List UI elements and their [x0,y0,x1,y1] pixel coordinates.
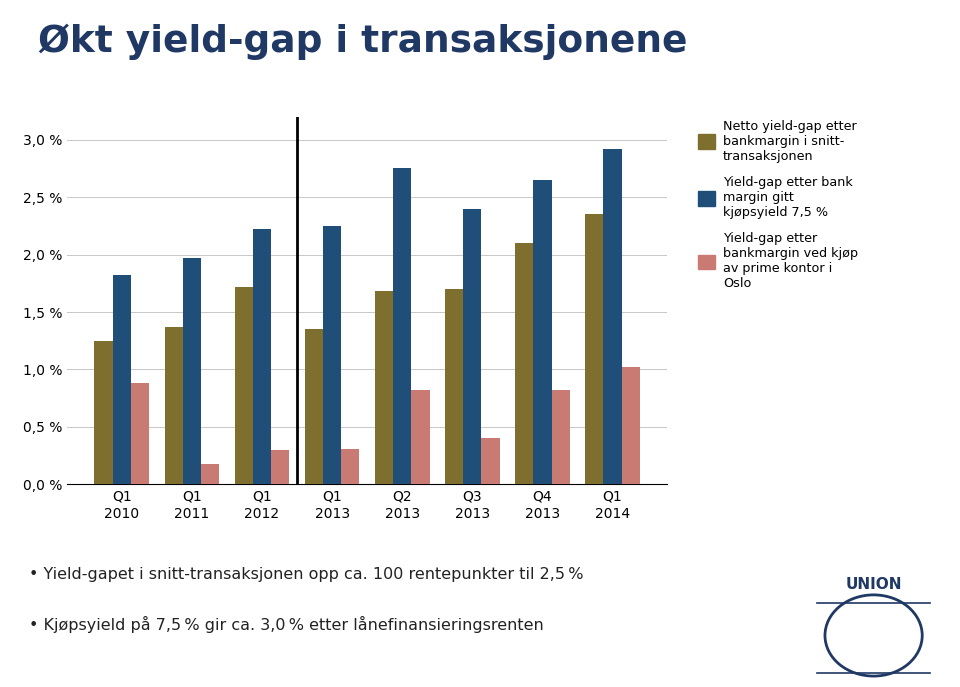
Bar [552,390,570,484]
Bar [622,367,640,484]
Bar [271,450,289,484]
Bar [534,180,552,484]
Legend: Netto yield-gap etter
bankmargin i snitt-
transaksjonen, Yield-gap etter bank
ma: Netto yield-gap etter bankmargin i snitt… [698,120,858,291]
Text: UNION: UNION [846,576,901,592]
Bar [394,168,412,484]
Bar [341,449,359,484]
Bar [516,243,534,484]
Bar [323,226,341,484]
Bar [234,286,252,484]
Bar [604,149,622,484]
Bar [305,329,323,484]
Bar [164,327,182,484]
Bar [252,229,271,484]
Bar [131,383,149,484]
Bar [464,209,482,484]
Bar [375,291,394,484]
Bar [112,275,131,484]
Bar [182,258,201,484]
Text: • Yield-gapet i snitt-transaksjonen opp ca. 100 rentepunkter til 2,5 %: • Yield-gapet i snitt-transaksjonen opp … [29,567,584,582]
Bar [94,341,112,484]
Bar [445,289,464,484]
Bar [586,214,604,484]
Text: Økt yield-gap i transaksjonene: Økt yield-gap i transaksjonene [38,24,688,60]
Bar [201,464,219,484]
Bar [482,438,500,484]
Text: • Kjøpsyield på 7,5 % gir ca. 3,0 % etter lånefinansieringsrenten: • Kjøpsyield på 7,5 % gir ca. 3,0 % ette… [29,616,543,633]
Text: Lavere lånefinansieringsrente har ikke slått ut i lavere yieldnivåer: Lavere lånefinansieringsrente har ikke s… [12,523,664,543]
Bar [412,390,429,484]
